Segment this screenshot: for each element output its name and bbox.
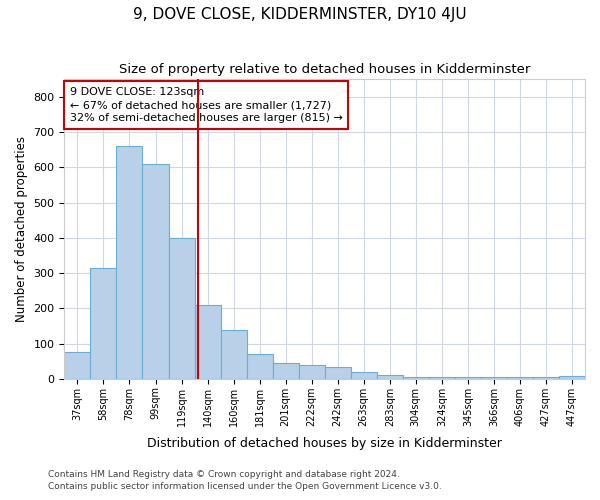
Bar (142, 164, 169, 379)
Bar (481, 377, 507, 379)
Bar (507, 377, 533, 379)
Bar (64, 352, 91, 379)
Bar (325, 367, 351, 379)
Bar (377, 375, 403, 379)
Bar (403, 377, 429, 379)
Text: 9 DOVE CLOSE: 123sqm
← 67% of detached houses are smaller (1,727)
32% of semi-de: 9 DOVE CLOSE: 123sqm ← 67% of detached h… (70, 87, 343, 124)
Bar (559, 376, 585, 379)
Bar (91, 268, 116, 379)
Bar (351, 372, 377, 379)
Y-axis label: Number of detached properties: Number of detached properties (15, 136, 28, 322)
Bar (272, 363, 299, 379)
Bar (194, 305, 221, 379)
Bar (429, 377, 455, 379)
Bar (247, 354, 272, 379)
X-axis label: Distribution of detached houses by size in Kidderminster: Distribution of detached houses by size … (147, 437, 502, 450)
Title: Size of property relative to detached houses in Kidderminster: Size of property relative to detached ho… (119, 62, 530, 76)
Bar (299, 364, 325, 379)
Bar (455, 377, 481, 379)
Bar (169, 238, 194, 379)
Bar (221, 330, 247, 379)
Bar (116, 146, 142, 379)
Text: 9, DOVE CLOSE, KIDDERMINSTER, DY10 4JU: 9, DOVE CLOSE, KIDDERMINSTER, DY10 4JU (133, 8, 467, 22)
Bar (533, 377, 559, 379)
Text: Contains HM Land Registry data © Crown copyright and database right 2024.
Contai: Contains HM Land Registry data © Crown c… (48, 470, 442, 491)
